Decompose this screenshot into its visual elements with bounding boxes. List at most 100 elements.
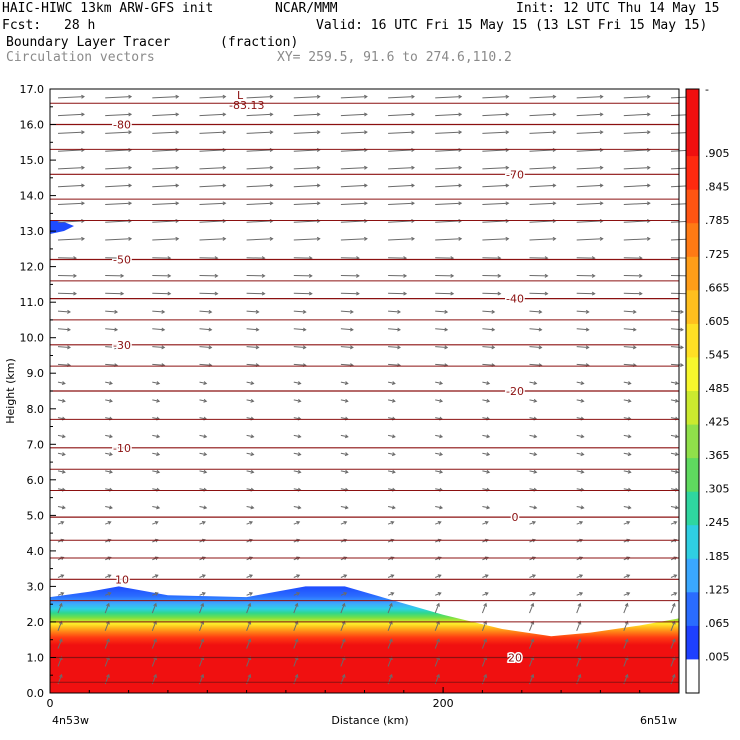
y-tick-label: 17.0 — [20, 83, 45, 96]
vector-head — [552, 183, 557, 188]
vector-shaft — [105, 399, 113, 402]
vector-shaft — [246, 238, 273, 241]
vector-head — [60, 521, 65, 525]
circulation-vector — [387, 592, 395, 596]
vector-shaft — [576, 592, 583, 596]
vector-shaft — [340, 238, 367, 241]
vector-head — [316, 201, 321, 206]
vector-shaft — [293, 434, 301, 438]
vector-head — [222, 165, 227, 170]
vector-shaft — [623, 603, 628, 614]
circulation-vector — [529, 201, 557, 206]
vector-head — [444, 345, 449, 350]
vector-shaft — [482, 167, 509, 170]
vector-shaft — [435, 399, 443, 402]
circulation-vector — [199, 452, 208, 457]
circulation-vector — [387, 574, 395, 578]
vector-head — [391, 381, 396, 385]
vector-shaft — [57, 521, 64, 525]
vector-head — [391, 469, 396, 474]
vector-head — [491, 309, 496, 314]
vector-shaft — [576, 381, 584, 384]
vector-shaft — [340, 363, 353, 366]
vector-head — [491, 345, 496, 350]
circulation-vector — [435, 94, 463, 99]
circulation-vector — [340, 201, 368, 206]
vector-shaft — [481, 656, 487, 667]
vector-shaft — [435, 521, 441, 525]
vector-shaft — [57, 592, 64, 596]
circulation-vector — [529, 434, 538, 439]
circulation-vector — [105, 452, 113, 457]
vector-shaft — [387, 656, 393, 667]
vector-shaft — [57, 506, 65, 509]
vector-head — [81, 94, 85, 99]
vector-head — [411, 165, 415, 170]
y-tick-label: 10.0 — [20, 332, 45, 345]
vector-head — [214, 291, 219, 296]
vector-head — [344, 381, 349, 385]
y-tick-label: 2.0 — [27, 616, 45, 629]
vector-shaft — [199, 202, 226, 205]
vector-shaft — [388, 113, 415, 117]
vector-shaft — [388, 328, 401, 331]
vector-shaft — [105, 521, 111, 525]
circulation-vector — [482, 505, 491, 510]
vector-head — [674, 434, 679, 439]
vector-shaft — [576, 149, 603, 152]
circulation-vector — [576, 130, 604, 135]
circulation-vector — [199, 219, 227, 224]
vector-head — [579, 574, 584, 578]
vector-head — [599, 165, 604, 170]
circulation-vector — [435, 381, 444, 385]
vector-shaft — [340, 310, 353, 313]
x-tick-label: 0 — [47, 697, 54, 710]
vector-head — [680, 309, 684, 314]
circulation-vector — [293, 521, 301, 525]
vector-shaft — [152, 131, 179, 134]
circulation-vector — [246, 381, 255, 385]
vector-shaft — [246, 603, 251, 614]
tracer-blob-upper — [50, 220, 74, 234]
vector-head — [67, 309, 71, 314]
circulation-vector — [623, 434, 632, 439]
vector-shaft — [435, 202, 462, 205]
circulation-vector — [529, 327, 543, 332]
vector-shaft — [435, 310, 448, 313]
circulation-vector — [576, 452, 585, 457]
field-name: Boundary Layer Tracer — [6, 35, 171, 50]
circulation-vector — [340, 574, 348, 578]
circulation-vector — [388, 94, 415, 99]
circulation-vector — [435, 398, 444, 403]
vector-head — [530, 602, 535, 607]
circulation-vector — [529, 291, 549, 296]
vector-shaft — [105, 149, 132, 152]
vector-shaft — [199, 603, 204, 614]
circulation-vector — [388, 345, 401, 350]
circulation-vector — [529, 309, 543, 314]
circulation-vector — [482, 165, 510, 170]
vector-shaft — [482, 506, 490, 509]
vector-head — [391, 505, 396, 510]
colorbar-swatch — [686, 290, 699, 325]
vector-shaft — [293, 639, 298, 649]
vector-shaft — [199, 574, 206, 578]
vector-head — [627, 398, 632, 403]
circulation-vector — [246, 505, 255, 510]
vector-shaft — [529, 184, 556, 188]
circulation-vector — [246, 452, 255, 457]
vector-head — [599, 236, 604, 241]
vector-head — [533, 452, 538, 457]
circulation-vector — [293, 592, 301, 596]
circulation-vector — [623, 291, 643, 296]
circulation-vector — [576, 469, 585, 474]
circulation-vector — [623, 273, 643, 278]
vector-head — [58, 638, 63, 643]
vector-head — [532, 592, 536, 596]
circulation-vector — [529, 521, 537, 525]
vector-shaft — [623, 113, 650, 117]
vector-shaft — [293, 220, 320, 223]
vector-head — [505, 112, 510, 117]
vector-shaft — [293, 417, 301, 420]
circulation-vector — [246, 94, 274, 99]
